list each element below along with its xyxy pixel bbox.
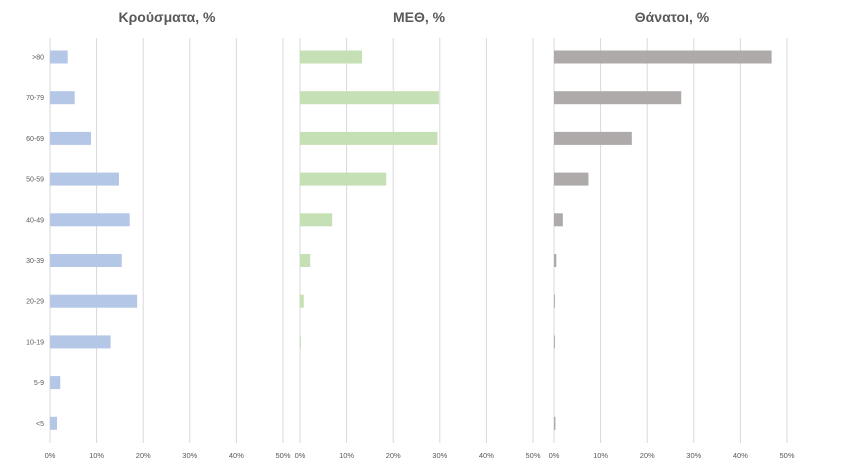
bar [50,254,122,267]
panel-title: Θάνατοι, % [635,9,710,25]
bar [300,131,438,145]
bar [300,50,362,64]
bar [300,335,301,349]
panel-title: ΜΕΘ, % [393,9,446,25]
bar [300,294,304,308]
category-label: 5-9 [34,380,44,387]
bar [554,416,556,430]
category-label: 50-59 [26,177,44,184]
bar [50,335,111,349]
x-tick-label: 30% [686,451,701,460]
x-tick-label: 40% [229,451,244,460]
category-label: 10-19 [26,339,44,346]
bar [50,91,75,105]
x-tick-label: 0% [549,451,560,460]
bar [300,213,333,227]
bar [50,376,61,390]
x-tick-label: 10% [593,451,608,460]
bar [300,254,311,267]
bar [554,254,557,267]
panel-title: Κρούσματα, % [119,9,216,25]
x-tick-label: 50% [779,451,794,460]
bar [554,294,555,308]
panel-2: ΜΕΘ, % 0% 10% 20% 30% 40% 50% [295,9,541,460]
category-label: 20-29 [26,299,44,306]
category-label: 70-79 [26,95,44,102]
x-tick-label: 30% [182,451,197,460]
bar [50,172,119,186]
chart-panels: Κρούσματα, % 0% 10% 20% 30% 40% 50% <5 5-9 10-19 2… [26,9,795,460]
x-tick-label: 30% [432,451,447,460]
bar [554,91,682,105]
bar [554,213,563,227]
bar [554,50,772,64]
x-tick-label: 50% [275,451,290,460]
bar [300,172,387,186]
x-tick-label: 10% [89,451,104,460]
category-label: 40-49 [26,217,44,224]
bar [50,131,92,145]
category-label: <5 [36,421,44,428]
x-tick-label: 20% [640,451,655,460]
bar [50,416,57,430]
bar [554,172,589,186]
category-label: 30-39 [26,258,44,265]
x-tick-label: 40% [733,451,748,460]
x-tick-label: 40% [479,451,494,460]
x-tick-label: 20% [136,451,151,460]
category-label: >80 [32,55,44,62]
x-tick-label: 0% [295,451,306,460]
x-tick-label: 10% [339,451,354,460]
bar [554,335,555,349]
bar [50,213,130,227]
x-tick-label: 0% [45,451,56,460]
bar [50,294,138,308]
x-tick-label: 20% [386,451,401,460]
bar [554,131,632,145]
panel-3: Θάνατοι, % 0% 10% 20% 30% 40% 50% [549,9,795,460]
panel-1: Κρούσματα, % 0% 10% 20% 30% 40% 50% <5 5-9 10-19 2… [26,9,291,460]
bar [50,50,68,64]
bar [300,91,439,105]
x-tick-label: 50% [525,451,540,460]
category-label: 60-69 [26,136,44,143]
